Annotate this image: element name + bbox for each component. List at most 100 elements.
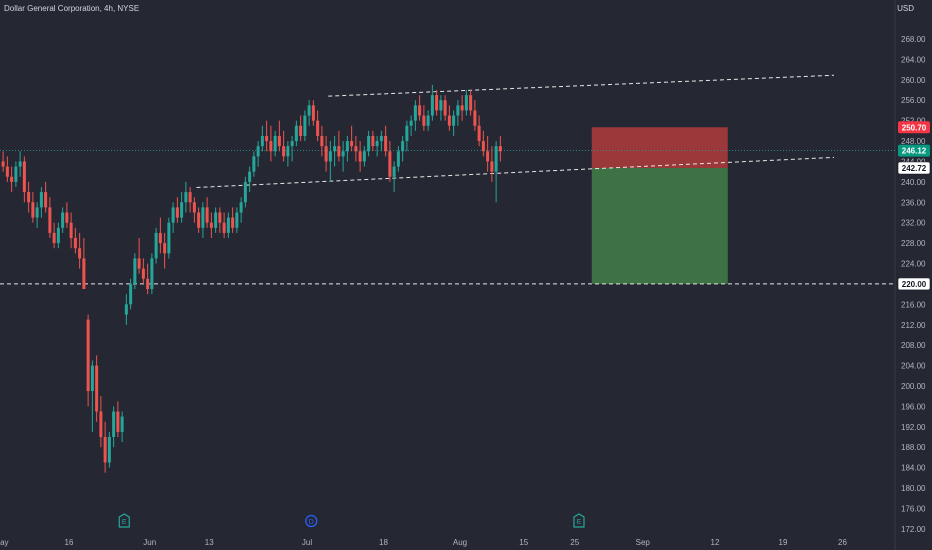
candle-body xyxy=(22,161,26,193)
candle-body xyxy=(120,416,124,432)
candle-body xyxy=(307,105,311,116)
price-label-text: 246.12 xyxy=(902,147,927,156)
dividend-icon xyxy=(305,514,318,528)
candle-body xyxy=(375,141,379,147)
candle-body xyxy=(490,161,494,172)
y-tick-label: 252.00 xyxy=(901,117,926,126)
price-label-box xyxy=(897,161,931,175)
candle-body xyxy=(286,146,290,157)
y-tick-label: 216.00 xyxy=(901,300,926,309)
y-tick-label: 240.00 xyxy=(901,178,926,187)
x-tick-label: 19 xyxy=(779,538,788,547)
y-tick-label: 260.00 xyxy=(901,76,926,85)
candle-body xyxy=(405,125,409,142)
candle-body xyxy=(486,151,490,162)
candle-body xyxy=(460,105,464,111)
candle-body xyxy=(78,248,82,259)
price-label-box xyxy=(898,121,930,134)
candle-body xyxy=(473,110,477,126)
candle-body xyxy=(311,105,315,121)
candle-body xyxy=(426,115,430,126)
candle-body xyxy=(469,95,473,111)
candle-body xyxy=(435,95,439,111)
candle-body xyxy=(73,238,77,249)
candle-body xyxy=(341,151,345,157)
event-label: E xyxy=(577,519,582,526)
candle-body xyxy=(316,120,320,136)
candle-body xyxy=(112,411,116,438)
candle-body xyxy=(333,146,337,152)
candle-body xyxy=(345,141,349,152)
candle-body xyxy=(56,227,60,244)
y-tick-label: 200.00 xyxy=(901,382,926,391)
candle-body xyxy=(150,258,154,290)
candle-body xyxy=(464,95,468,111)
y-tick-label: 224.00 xyxy=(901,260,926,269)
y-tick-label: 172.00 xyxy=(901,525,926,534)
candle-body xyxy=(146,278,150,290)
candle-body xyxy=(413,105,417,121)
candle-body xyxy=(456,105,460,116)
candle-body xyxy=(337,146,341,157)
candle-body xyxy=(86,319,90,392)
x-tick-label: Aug xyxy=(453,538,467,547)
y-tick-label: 196.00 xyxy=(901,402,926,411)
candle-body xyxy=(52,232,56,244)
candle-body xyxy=(10,176,14,182)
candle-body xyxy=(133,258,137,284)
candle-body xyxy=(358,151,362,162)
candle-body xyxy=(418,105,422,116)
candle-body xyxy=(201,207,205,228)
candle-body xyxy=(124,304,128,315)
candle-body xyxy=(154,232,158,259)
candle-body xyxy=(477,125,481,142)
candle-body xyxy=(171,207,175,223)
candle-body xyxy=(141,268,145,279)
y-tick-label: 268.00 xyxy=(901,35,926,44)
candle-body xyxy=(222,222,226,233)
y-tick-label: 212.00 xyxy=(901,321,926,330)
candle-body xyxy=(260,135,264,147)
candle-body xyxy=(401,141,405,152)
candle-body xyxy=(392,166,396,177)
candle-body xyxy=(65,212,69,223)
candle-body xyxy=(235,212,239,228)
x-tick-label: 16 xyxy=(65,538,74,547)
candle-body xyxy=(256,146,260,157)
candle-body xyxy=(82,258,86,290)
candle-body xyxy=(95,365,99,412)
candle-body xyxy=(226,217,230,233)
candle-body xyxy=(388,151,392,177)
candle-body xyxy=(273,135,277,152)
take-profit-zone xyxy=(591,167,728,284)
candle-body xyxy=(409,120,413,126)
x-tick-label: 12 xyxy=(711,538,720,547)
event-label: E xyxy=(122,519,127,526)
candle-body xyxy=(5,166,9,177)
candle-body xyxy=(27,192,31,203)
candle-body xyxy=(324,146,328,162)
candle-body xyxy=(299,125,303,136)
candle-body xyxy=(290,141,294,147)
candle-body xyxy=(39,192,43,208)
candle-body xyxy=(107,437,111,463)
event-marker[interactable]: E xyxy=(118,513,130,528)
event-marker[interactable]: E xyxy=(573,513,585,528)
candle-body xyxy=(214,212,218,228)
chart-title: Dollar General Corporation, 4h, NYSE xyxy=(4,4,140,13)
candle-body xyxy=(269,141,273,152)
candle-body xyxy=(294,125,298,142)
candle-body xyxy=(422,115,426,126)
x-tick-label: 26 xyxy=(838,538,847,547)
trendline xyxy=(328,74,835,97)
x-tick-label: Jun xyxy=(143,538,156,547)
candle-body xyxy=(116,411,120,432)
y-tick-label: 176.00 xyxy=(901,504,926,513)
candle-body xyxy=(48,207,52,233)
x-tick-label: Jul xyxy=(302,538,312,547)
candle-body xyxy=(303,115,307,136)
event-marker[interactable]: D xyxy=(305,514,318,528)
earnings-icon xyxy=(118,513,130,528)
y-tick-label: 208.00 xyxy=(901,341,926,350)
